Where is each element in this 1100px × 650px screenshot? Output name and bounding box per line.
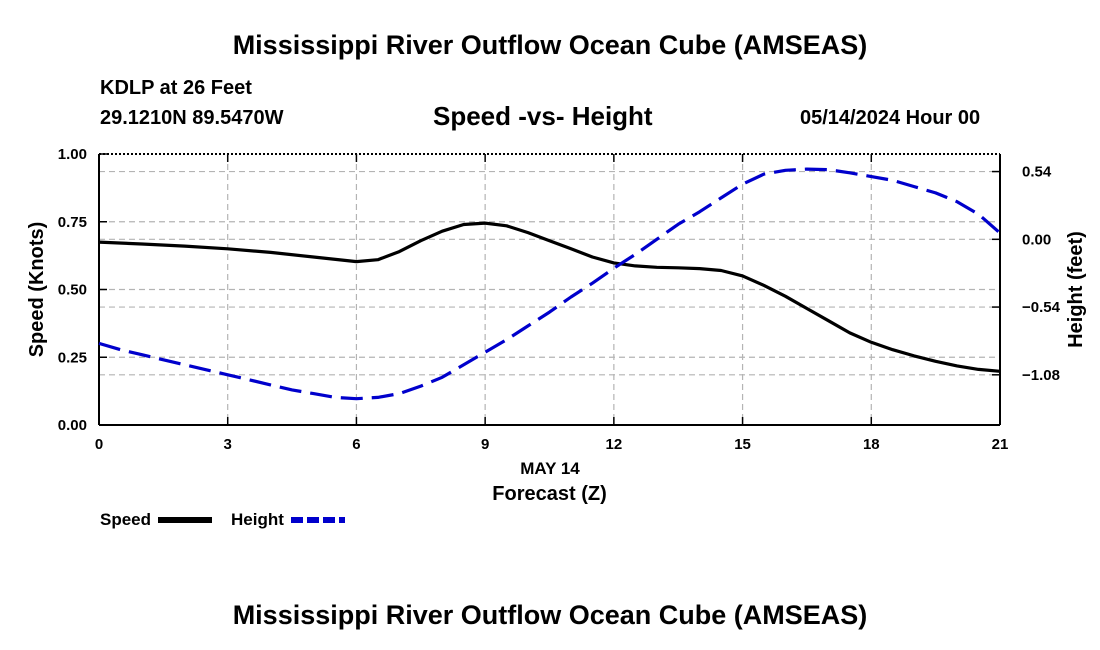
x-tick-label: 15 <box>734 436 751 453</box>
x-tick-label: 21 <box>992 436 1009 453</box>
x-axis-title: Forecast (Z) <box>492 483 606 505</box>
y-tick-label: 0.50 <box>58 282 87 299</box>
x-tick-label: 9 <box>481 436 489 453</box>
y2-tick-label: 0.00 <box>1022 231 1051 248</box>
y-tick-label: 0.25 <box>58 349 87 366</box>
station-label: KDLP at 26 Feet <box>100 77 252 99</box>
legend-label-height: Height <box>231 510 284 529</box>
coordinates-label: 29.1210N 89.5470W <box>100 107 284 129</box>
series <box>98 167 1002 401</box>
axis-ticks <box>98 153 1001 426</box>
x-axis-date: MAY 14 <box>520 459 580 478</box>
y2-tick-label: −0.54 <box>1022 299 1061 316</box>
y-tick-label: 0.00 <box>58 417 87 434</box>
series-line-height <box>98 167 1002 401</box>
footer-title: Mississippi River Outflow Ocean Cube (AM… <box>232 600 868 630</box>
x-tick-label: 3 <box>224 436 232 453</box>
x-tick-label: 6 <box>352 436 360 453</box>
page-title: Mississippi River Outflow Ocean Cube (AM… <box>232 30 868 60</box>
legend-label-speed: Speed <box>100 510 151 529</box>
axis-labels: 0 3 6 9 12 15 18 21 0.00 0.25 0.50 0.75 1.00 0.54 0.00… <box>26 146 1087 505</box>
y2-tick-label: −1.08 <box>1022 367 1060 384</box>
y2-axis-title: Height (feet) <box>1065 231 1087 348</box>
x-tick-label: 12 <box>606 436 623 453</box>
y-axis-title: Speed (Knots) <box>26 222 48 358</box>
grid <box>99 154 1000 425</box>
legend: Speed Height <box>100 510 345 529</box>
series-line-speed <box>98 221 1001 373</box>
y2-tick-label: 0.54 <box>1022 164 1052 181</box>
speed-height-chart: 0 3 6 9 12 15 18 21 0.00 0.25 0.50 0.75 1.00 0.54 0.00… <box>26 146 1087 529</box>
forecast-datetime: 05/14/2024 Hour 00 <box>800 107 981 129</box>
x-tick-label: 0 <box>95 436 103 453</box>
x-tick-label: 18 <box>863 436 880 453</box>
chart-title: Speed -vs- Height <box>433 101 653 131</box>
y-tick-label: 1.00 <box>58 146 87 163</box>
y-tick-label: 0.75 <box>58 214 87 231</box>
